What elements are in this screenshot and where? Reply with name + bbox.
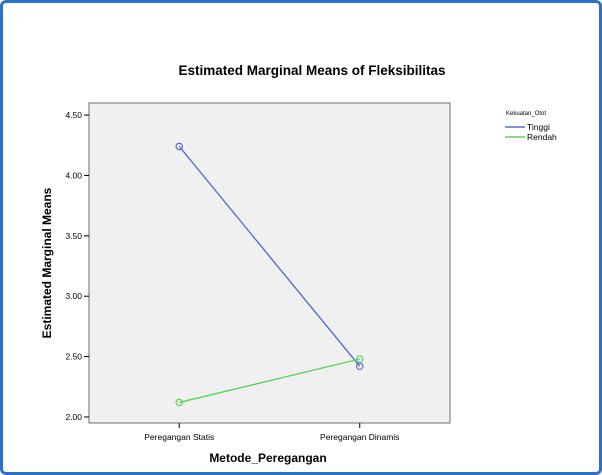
y-axis: 2.00 2.50 3.00 3.50 4.00 4.50	[65, 110, 89, 422]
x-tick-label: Peregangan Dinamis	[320, 432, 399, 442]
series-line-rendah	[179, 358, 360, 404]
y-axis-label: Estimated Marginal Means	[40, 187, 54, 338]
y-tick-label: 2.00	[65, 412, 82, 422]
series-point-tinggi	[175, 142, 184, 151]
x-tick-label: Peregangan Statis	[144, 432, 214, 442]
y-tick-label: 4.50	[65, 110, 82, 120]
series-line-tinggi	[178, 146, 361, 367]
series-point-tinggi	[355, 362, 364, 371]
y-tick-label: 4.00	[65, 170, 82, 180]
x-axis-label: Metode_Peregangan	[209, 451, 326, 465]
y-tick-label: 2.50	[65, 352, 82, 362]
y-tick-label: 3.00	[65, 291, 82, 301]
series-point-rendah	[175, 398, 184, 407]
legend-label: Rendah	[527, 132, 557, 142]
y-tick-label: 3.50	[65, 231, 82, 241]
chart-title: Estimated Marginal Means of Fleksibilita…	[178, 63, 445, 78]
plot-area	[88, 102, 451, 424]
series-point-rendah	[355, 355, 364, 363]
x-axis: Peregangan Statis Peregangan Dinamis	[144, 423, 399, 442]
legend-title: Kekuatan_Otot	[506, 111, 546, 117]
series-layer	[175, 142, 364, 407]
legend-label: Tinggi	[527, 122, 550, 132]
